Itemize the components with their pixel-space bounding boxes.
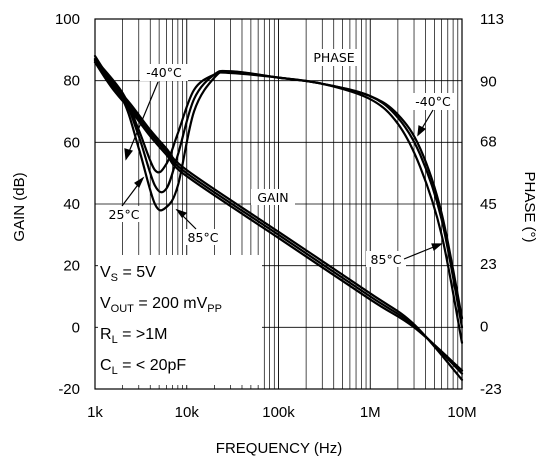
arrowhead-m40-right: [417, 125, 427, 137]
y-tick-labels: -20 0 20 40 60 80 100: [55, 11, 80, 398]
x-tick-labels: 1k 10k 100k 1M 10M: [87, 404, 477, 421]
t85-left-label: 85°C: [188, 230, 219, 245]
y2-tick-label: 113: [480, 11, 504, 28]
arrowhead-m40-left: [124, 148, 134, 161]
plot-frame: [94, 18, 463, 390]
y-tick-label: 0: [72, 319, 80, 336]
x-tick-label: 100k: [262, 404, 295, 421]
curves: [93, 54, 464, 381]
arrowhead-t85-left: [175, 208, 188, 218]
y-tick-label: -20: [58, 381, 80, 398]
phase-label: PHASE: [313, 50, 354, 65]
y2-tick-label: 68: [480, 133, 497, 150]
series-curve-6: [93, 61, 464, 344]
t85-right-bg: [366, 251, 406, 267]
y2-axis-title: PHASE (°): [521, 171, 538, 242]
y2-tick-label: -23: [480, 381, 502, 398]
x-tick-label: 10M: [447, 404, 476, 421]
y-tick-label: 80: [63, 73, 80, 90]
t25-label: 25°C: [109, 207, 140, 222]
condition-cl: CL = < 20pF: [100, 357, 186, 377]
y-tick-label: 60: [63, 134, 80, 151]
x-tick-label: 10k: [175, 404, 200, 421]
t25-bg: [104, 206, 144, 222]
y2-tick-label: 90: [480, 74, 497, 91]
condition-vout: VOUT = 200 mVPP: [100, 295, 222, 315]
t85-left-bg: [183, 229, 223, 245]
conditions-box: [98, 255, 262, 385]
y-tick-label: 20: [63, 258, 80, 275]
arrowhead-t85-right: [431, 243, 443, 252]
arrow-m40-left: [125, 81, 159, 160]
y2-tick-label: 23: [480, 256, 497, 273]
x-tick-label: 1k: [87, 404, 103, 421]
condition-rl: RL = >1M: [100, 326, 168, 346]
phase-label-bg: [308, 49, 360, 66]
m40-left-bg: [140, 64, 188, 81]
gain-label: GAIN: [257, 190, 288, 205]
y-tick-label: 100: [55, 11, 80, 28]
arrowhead-t25: [134, 176, 145, 189]
m40-right-bg: [409, 93, 457, 110]
condition-vs: VS = 5V: [100, 264, 156, 284]
y2-tick-label: 45: [480, 196, 497, 213]
m40-right-label: -40°C: [415, 94, 451, 109]
annotation-arrows: [121, 81, 443, 260]
m40-left-label: -40°C: [146, 65, 182, 80]
x-axis-title: FREQUENCY (Hz): [216, 440, 342, 457]
y2-tick-label: 0: [480, 318, 488, 335]
y2-tick-labels: -23 0 23 45 68 90 113: [480, 11, 504, 398]
x-tick-label: 1M: [360, 404, 381, 421]
series-curve-4: [93, 58, 464, 320]
y-tick-label: 40: [63, 196, 80, 213]
t85-right-label: 85°C: [371, 252, 402, 267]
y-axis-title: GAIN (dB): [11, 172, 28, 241]
gain-label-bg: [251, 189, 295, 205]
